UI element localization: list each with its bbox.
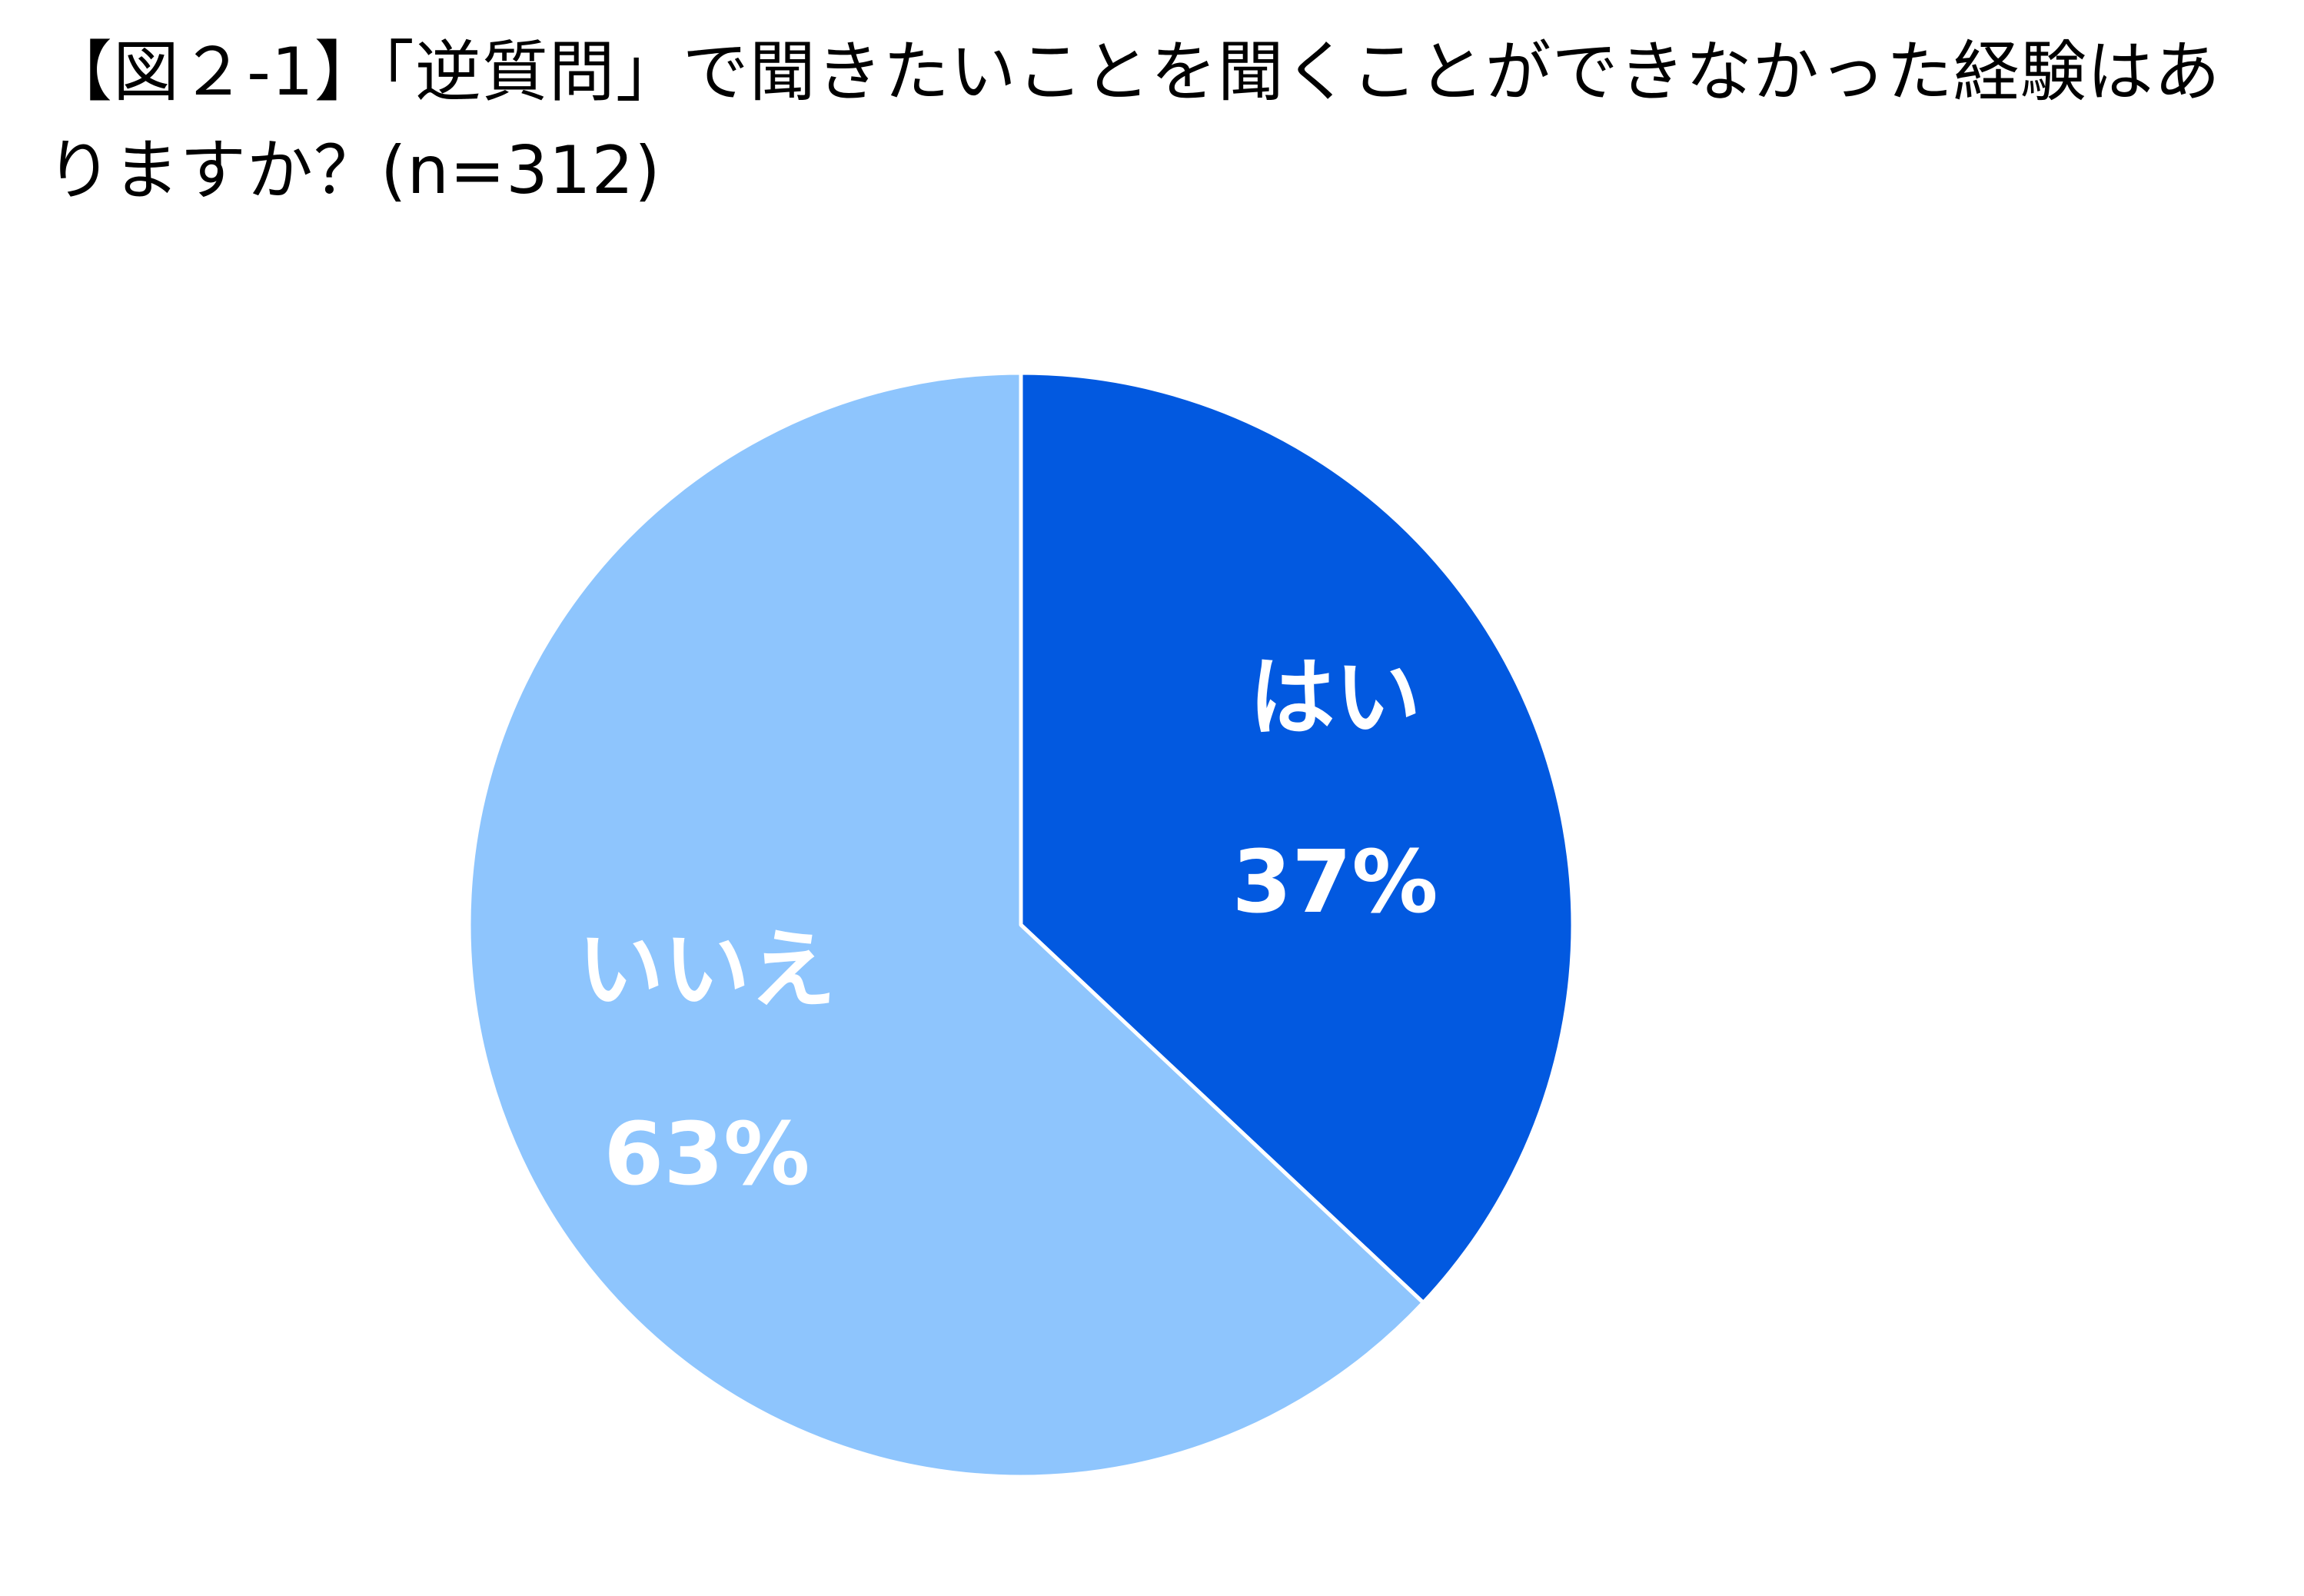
slice-value-label: 37%	[1232, 833, 1438, 933]
pie-slices	[467, 371, 1575, 1479]
slice-value-label: 63%	[603, 1105, 810, 1205]
slice-category-label: いいえ	[577, 920, 836, 1020]
pie-slice-yes	[1019, 371, 1575, 1305]
pie-labels: はい 37% いいえ 63%	[577, 648, 1438, 1205]
slice-category-label: はい	[1249, 648, 1421, 748]
chart-title: 【図２-1】「逆質問」で聞きたいことを聞くことができなかった経験はありますか？(…	[46, 34, 2221, 209]
pie-slice-no	[467, 371, 1425, 1479]
